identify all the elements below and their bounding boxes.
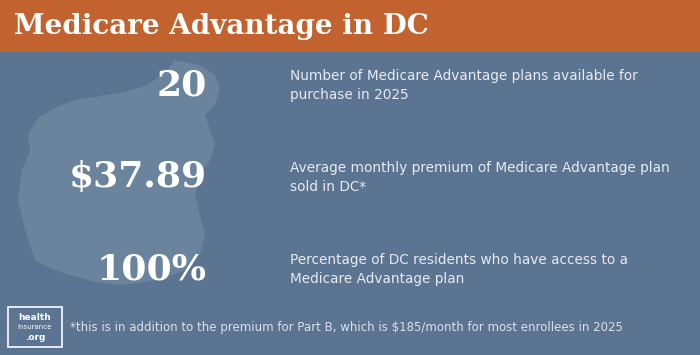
Text: insurance: insurance <box>18 324 52 330</box>
Bar <box>8 307 62 347</box>
Bar <box>0 0 700 52</box>
Text: Percentage of DC residents who have access to a
Medicare Advantage plan: Percentage of DC residents who have acce… <box>290 253 629 286</box>
Text: Number of Medicare Advantage plans available for
purchase in 2025: Number of Medicare Advantage plans avail… <box>290 69 638 102</box>
Text: Medicare Advantage in DC: Medicare Advantage in DC <box>14 12 428 39</box>
Text: *this is in addition to the premium for Part B, which is $185/month for most enr: *this is in addition to the premium for … <box>70 321 623 333</box>
Polygon shape <box>18 60 220 285</box>
Text: .org: .org <box>25 333 46 342</box>
Text: 20: 20 <box>156 68 206 102</box>
Text: Average monthly premium of Medicare Advantage plan
sold in DC*: Average monthly premium of Medicare Adva… <box>290 161 671 194</box>
Text: $37.89: $37.89 <box>69 160 206 195</box>
Text: health: health <box>19 312 51 322</box>
Text: 100%: 100% <box>97 253 206 287</box>
